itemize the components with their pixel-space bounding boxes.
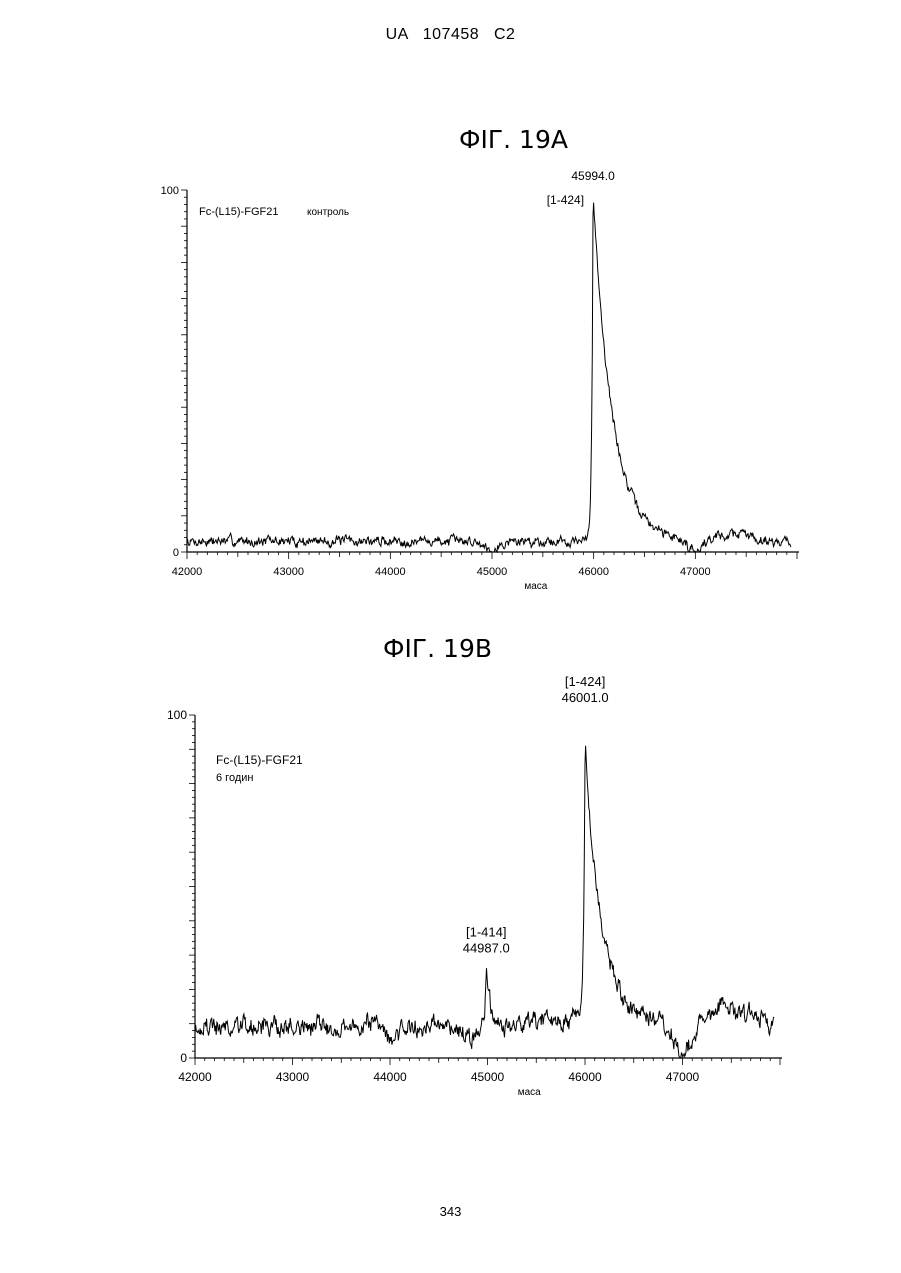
- sample-label: Fc-(L15)-FGF21: [199, 206, 278, 218]
- peak-range-label: [1-424]: [565, 674, 605, 689]
- spectrum-series-0: [187, 203, 791, 552]
- y-tick-label: 100: [161, 185, 179, 197]
- chart-0-axes: 0 100 42000 43000 44000 45000 46000 47000 маса Fc…: [161, 185, 799, 592]
- peak-mass-label: 44987.0: [463, 940, 510, 955]
- y-tick-label: 0: [173, 547, 179, 559]
- x-tick-label: 42000: [172, 566, 203, 578]
- figure-19a-title: ФІГ. 19А: [459, 125, 568, 154]
- x-tick-label: 43000: [273, 566, 304, 578]
- peak-mass-label: 46001.0: [562, 690, 609, 705]
- page-number: 343: [0, 1204, 901, 1219]
- x-tick-label: 44000: [373, 1070, 407, 1084]
- chart-19b: 0 100 42000 43000 44000 45000 46000 47000 маса Fc…: [0, 668, 901, 1108]
- x-tick-label: 42000: [178, 1070, 212, 1084]
- peak-range-label: [1-414]: [466, 924, 506, 939]
- peak-range-label: [1-424]: [547, 193, 584, 207]
- chart-19a: 0 100 42000 43000 44000 45000 46000 47000 маса Fc…: [0, 160, 901, 600]
- x-tick-label: 47000: [666, 1070, 700, 1084]
- x-tick-label: 43000: [276, 1070, 310, 1084]
- x-tick-label: 46000: [578, 566, 609, 578]
- condition-label: 6 годин: [216, 772, 253, 784]
- x-tick-label: 45000: [477, 566, 508, 578]
- condition-label: контроль: [307, 207, 349, 218]
- y-tick-label: 0: [180, 1051, 187, 1065]
- sample-label: Fc-(L15)-FGF21: [216, 753, 303, 767]
- figure-19b-title: ФІГ. 19В: [383, 634, 492, 663]
- x-tick-label: 47000: [680, 566, 711, 578]
- x-tick-label: 45000: [471, 1070, 505, 1084]
- x-tick-label: 44000: [375, 566, 406, 578]
- x-axis-label: маса: [518, 1087, 541, 1098]
- spectrum-series-0: [195, 746, 774, 1058]
- x-tick-label: 46000: [568, 1070, 602, 1084]
- x-axis-label: маса: [524, 581, 547, 592]
- chart-1-axes: 0 100 42000 43000 44000 45000 46000 47000 маса Fc…: [167, 708, 782, 1098]
- y-tick-label: 100: [167, 708, 187, 722]
- patent-header: UA 107458 C2: [0, 26, 901, 44]
- peak-mass-label: 45994.0: [571, 169, 615, 183]
